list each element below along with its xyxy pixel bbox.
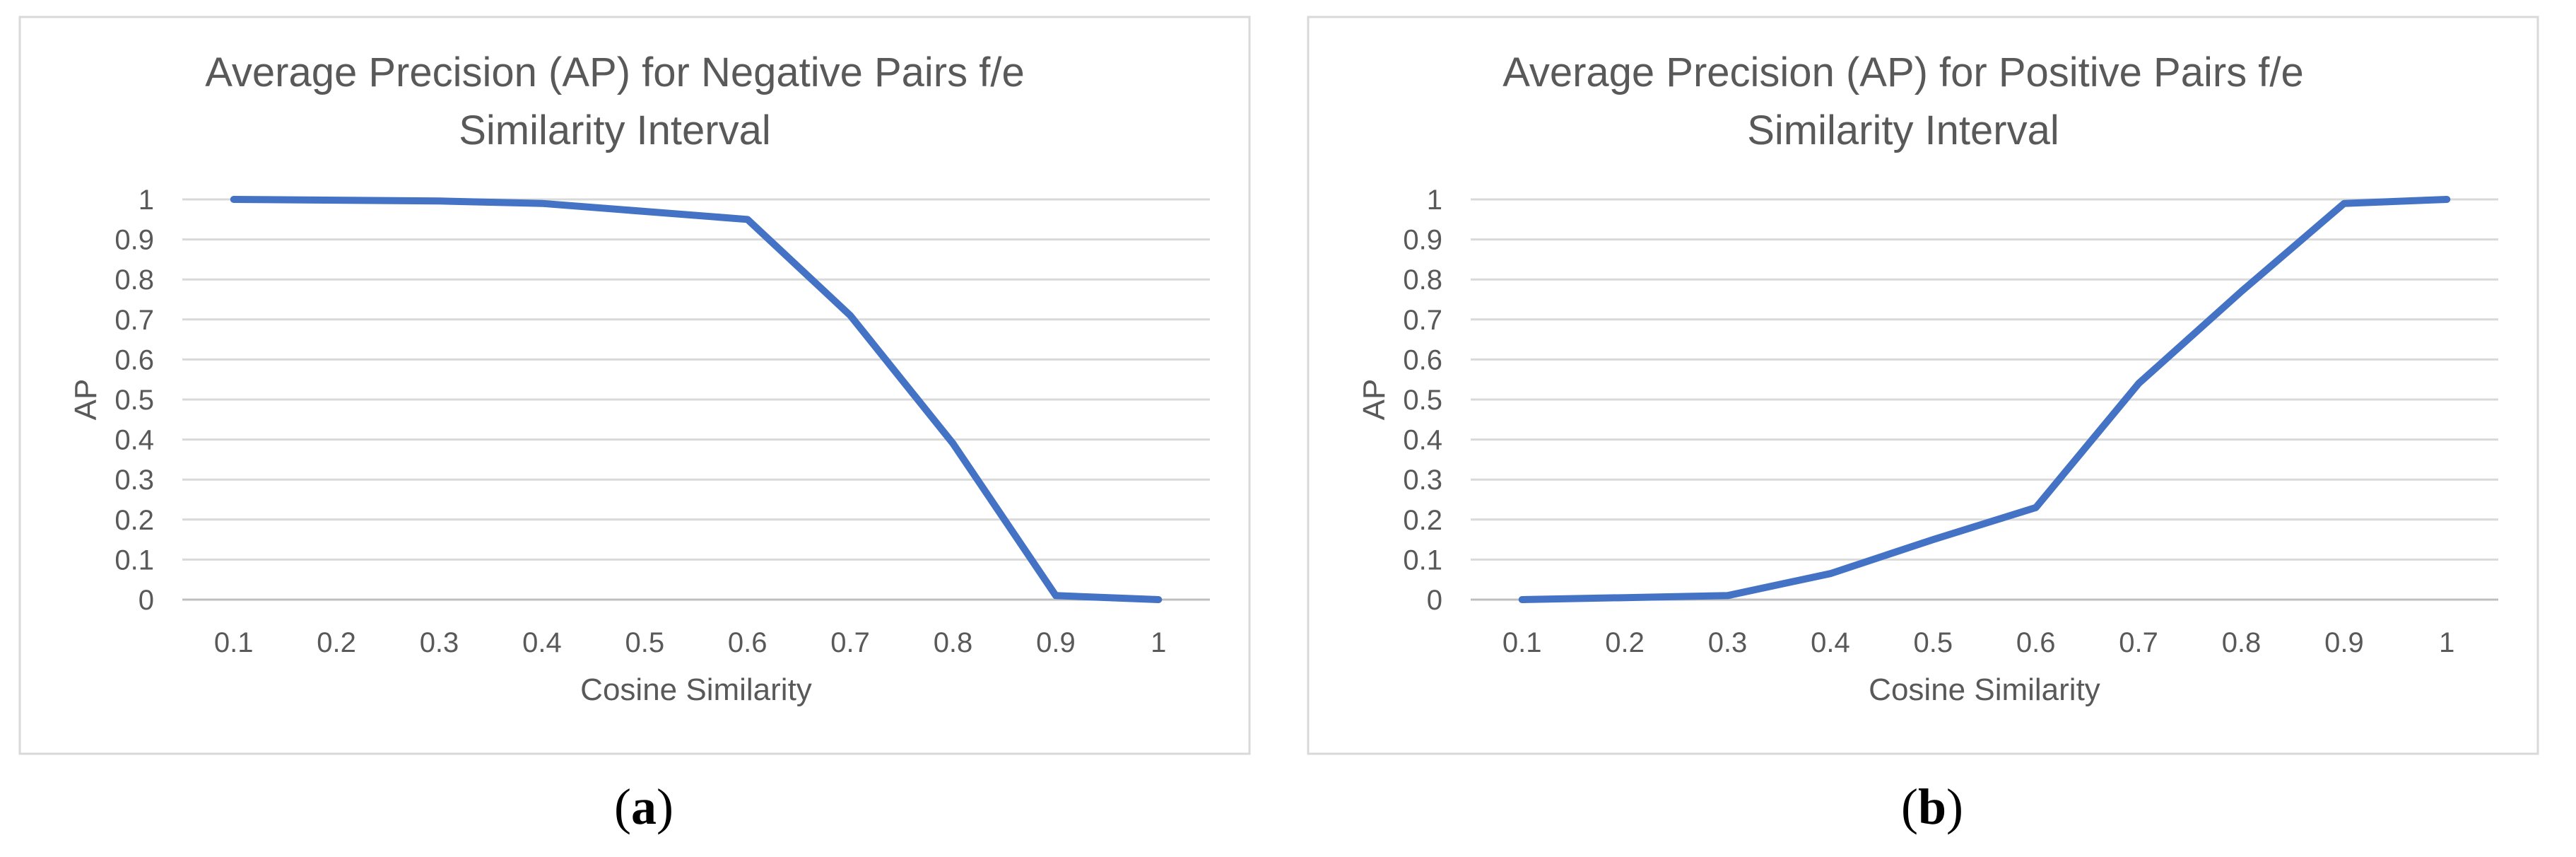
x-axis-label: Cosine Similarity <box>1869 672 2100 707</box>
y-tick-label: 0.9 <box>114 225 154 256</box>
y-tick-label: 0.2 <box>114 505 154 536</box>
y-tick-label: 0.2 <box>1403 505 1442 536</box>
x-tick-label: 0.2 <box>317 627 356 658</box>
x-tick-label: 0.6 <box>728 627 767 658</box>
y-tick-label: 0.7 <box>114 305 154 336</box>
x-tick-label: 0.9 <box>2324 627 2364 658</box>
y-tick-label: 0.3 <box>114 465 154 496</box>
y-tick-label: 0.4 <box>1403 425 1442 456</box>
x-tick-label: 0.6 <box>2016 627 2056 658</box>
x-axis-label: Cosine Similarity <box>580 672 812 707</box>
x-tick-label: 1 <box>2439 627 2454 658</box>
x-tick-label: 0.5 <box>1913 627 1953 658</box>
x-tick-label: 0.1 <box>1502 627 1542 658</box>
x-tick-label: 0.4 <box>522 627 562 658</box>
x-tick-label: 0.2 <box>1605 627 1645 658</box>
x-tick-label: 0.5 <box>625 627 664 658</box>
y-tick-label: 0.8 <box>114 264 154 296</box>
y-tick-label: 1 <box>139 185 154 216</box>
caption-a: (a) <box>614 779 674 835</box>
x-tick-label: 0.3 <box>1708 627 1748 658</box>
y-axis-label: AP <box>1357 379 1392 421</box>
x-tick-label: 1 <box>1151 627 1166 658</box>
chart-title-line: Similarity Interval <box>459 107 771 153</box>
y-tick-label: 0.7 <box>1403 305 1442 336</box>
x-tick-label: 0.8 <box>934 627 973 658</box>
chart-title-line: Average Precision (AP) for Positive Pair… <box>1502 49 2304 95</box>
x-tick-label: 0.1 <box>214 627 254 658</box>
caption-letter-b: b <box>1917 779 1947 835</box>
chart-title-line: Average Precision (AP) for Negative Pair… <box>205 49 1024 95</box>
caption-letter-a: a <box>631 779 657 835</box>
series-line <box>1518 196 2451 603</box>
chart-title-line: Similarity Interval <box>1747 107 2059 153</box>
x-tick-label: 0.9 <box>1036 627 1076 658</box>
y-tick-label: 0.4 <box>114 425 154 456</box>
y-tick-label: 0.1 <box>114 544 154 576</box>
x-tick-label: 0.7 <box>2119 627 2158 658</box>
y-tick-label: 0.1 <box>1403 544 1442 576</box>
y-tick-label: 0.6 <box>114 344 154 375</box>
series-line <box>230 196 1163 603</box>
x-tick-label: 0.4 <box>1811 627 1850 658</box>
chart-a: Average Precision (AP) for Negative Pair… <box>18 16 1251 755</box>
y-tick-label: 0 <box>1427 585 1442 616</box>
chart-panel-b: Average Precision (AP) for Positive Pair… <box>1288 0 2576 857</box>
chart-b: Average Precision (AP) for Positive Pair… <box>1307 16 2539 755</box>
caption-b: (b) <box>1900 779 1963 835</box>
y-tick-label: 1 <box>1427 185 1442 216</box>
y-tick-label: 0.5 <box>114 385 154 416</box>
chart-panel-a: Average Precision (AP) for Negative Pair… <box>18 16 1251 835</box>
y-tick-label: 0.9 <box>1403 225 1442 256</box>
chart-area-border <box>1307 16 2539 755</box>
y-tick-label: 0.8 <box>1403 264 1442 296</box>
chart-area-border <box>18 16 1251 755</box>
x-tick-label: 0.8 <box>2222 627 2262 658</box>
x-tick-label: 0.7 <box>830 627 870 658</box>
y-tick-label: 0.6 <box>1403 344 1442 375</box>
y-tick-label: 0 <box>139 585 154 616</box>
x-tick-label: 0.3 <box>420 627 459 658</box>
y-tick-label: 0.5 <box>1403 385 1442 416</box>
y-tick-label: 0.3 <box>1403 465 1442 496</box>
y-axis-label: AP <box>69 379 103 421</box>
